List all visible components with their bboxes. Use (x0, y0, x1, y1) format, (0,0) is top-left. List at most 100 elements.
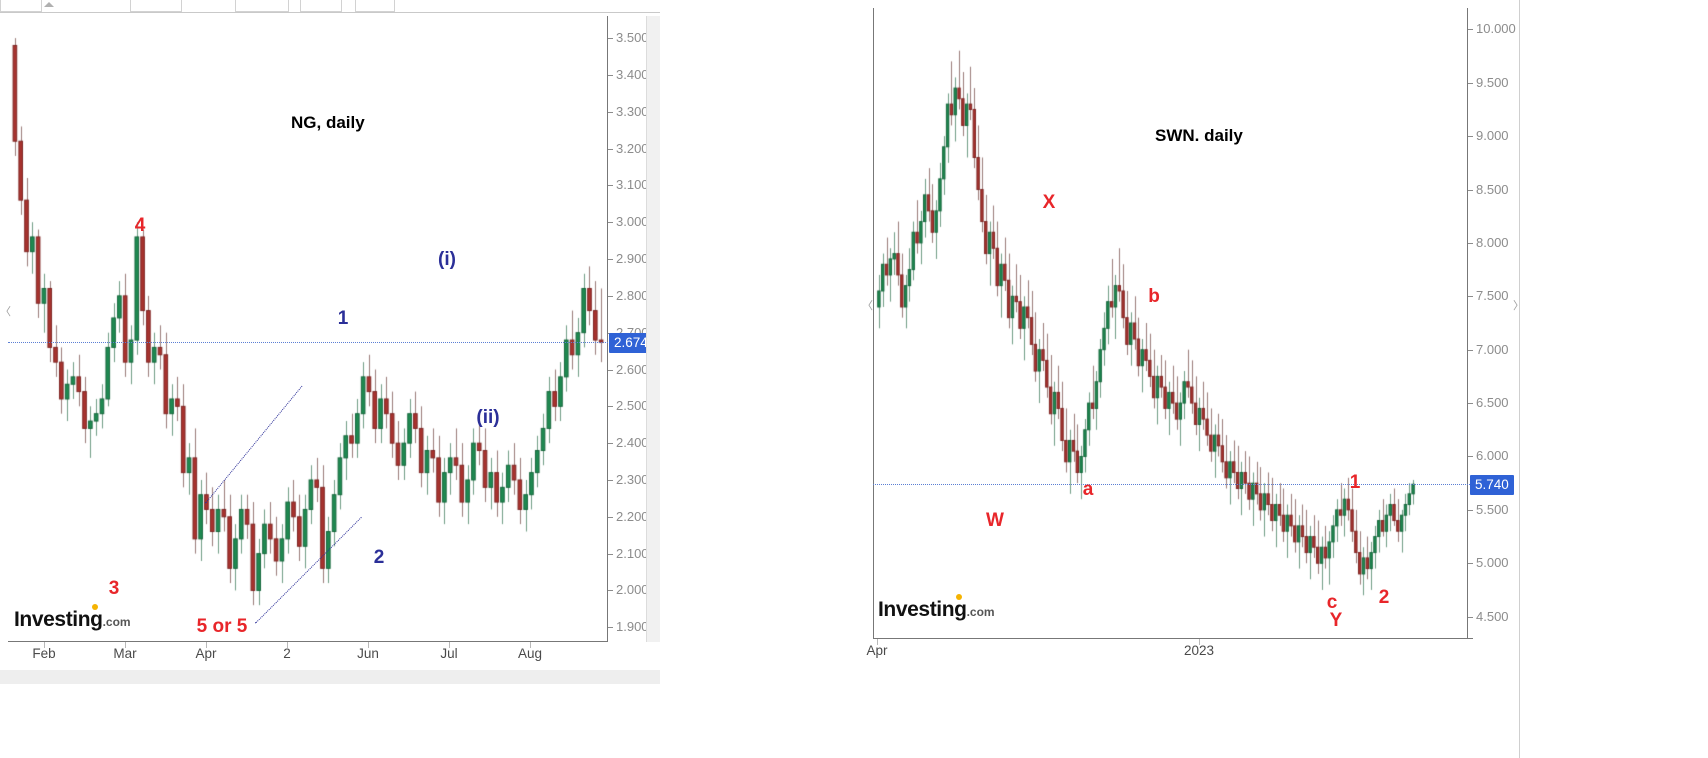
left-vertical-scrollbar[interactable] (646, 16, 660, 642)
date-tick-mark (287, 642, 288, 648)
price-tick-mark (608, 627, 613, 629)
tab-slot-0[interactable] (0, 0, 42, 12)
price-tick-label: 3.500 (616, 30, 649, 46)
price-tick-label: 10.000 (1476, 21, 1516, 37)
tab-slot-3[interactable] (300, 0, 342, 12)
left-price-line (8, 342, 608, 344)
left-xaxis-line (8, 641, 608, 642)
price-tick-label: 2.400 (616, 435, 649, 451)
date-tick-mark (449, 642, 450, 648)
wave-label: b (1148, 286, 1160, 307)
left-last-price-badge: 2.674 (609, 333, 653, 354)
right-price-line (873, 484, 1470, 486)
price-tick-mark (608, 553, 613, 555)
price-tick-label: 9.000 (1476, 128, 1509, 144)
price-tick-mark (608, 406, 613, 408)
price-tick-label: 3.300 (616, 103, 649, 119)
right-plot-area[interactable] (873, 8, 1473, 638)
right-plot-right-border (1467, 8, 1468, 638)
price-tick-mark (608, 443, 613, 445)
price-tick-label: 3.000 (616, 214, 649, 230)
wave-label: c (1326, 592, 1338, 613)
wave-label: 5 or 5 (196, 616, 248, 637)
price-tick-mark (608, 332, 613, 334)
wave-label: a (1082, 479, 1094, 500)
price-tick-mark (1468, 403, 1473, 405)
price-tick-label: 3.100 (616, 177, 649, 193)
price-tick-label: 9.500 (1476, 74, 1509, 90)
price-tick-label: 7.500 (1476, 288, 1509, 304)
left-plot-area[interactable] (8, 16, 608, 642)
right-plot-left-border (873, 8, 874, 638)
date-tick-mark (1199, 639, 1200, 645)
right-pan-left-arrow[interactable]: 〈 (862, 300, 873, 312)
price-tick-mark (1468, 296, 1473, 298)
wave-label: W (986, 510, 1004, 531)
left-horizontal-scrollbar[interactable] (0, 670, 660, 684)
date-tick-mark (530, 642, 531, 648)
right-pan-right-arrow[interactable]: 〉 (1513, 297, 1524, 313)
wave-label: 2 (1378, 587, 1390, 608)
price-tick-label: 2.800 (616, 287, 649, 303)
price-tick-label: 3.400 (616, 66, 649, 82)
right-xaxis-line (873, 638, 1473, 639)
price-tick-label: 2.100 (616, 545, 649, 561)
price-tick-label: 3.200 (616, 140, 649, 156)
price-tick-mark (1468, 136, 1473, 138)
price-tick-label: 6.500 (1476, 395, 1509, 411)
watermark-text: Investing (14, 608, 103, 631)
price-tick-label: 8.500 (1476, 181, 1509, 197)
wave-label: 4 (134, 215, 146, 236)
price-tick-label: 5.500 (1476, 501, 1509, 517)
price-tick-label: 6.000 (1476, 448, 1509, 464)
right-last-price-badge: 5.740 (1470, 475, 1514, 496)
left-tab-strip (0, 0, 660, 13)
left-chart-title: NG, daily (291, 113, 365, 132)
tab-slot-2[interactable] (235, 0, 289, 12)
price-tick-mark (608, 259, 613, 261)
price-tick-mark (1468, 456, 1473, 458)
watermark-suffix: .com (102, 615, 131, 629)
date-tick-label: Apr (195, 646, 217, 661)
date-tick-label: Apr (866, 643, 888, 658)
price-tick-label: 8.000 (1476, 234, 1509, 250)
price-tick-label: 2.300 (616, 471, 649, 487)
wave-label: (i) (438, 249, 456, 270)
date-tick-mark (44, 642, 45, 648)
date-tick-label: 2 (283, 646, 291, 661)
date-tick-label: Mar (113, 646, 137, 661)
tab-slot-1[interactable] (130, 0, 182, 12)
wave-label: 2 (373, 547, 385, 568)
watermark-suffix: .com (966, 605, 995, 619)
date-tick-label: 2023 (1183, 643, 1215, 658)
watermark-dot (956, 594, 962, 600)
price-tick-mark (608, 222, 613, 224)
watermark-text: Investing (878, 598, 967, 621)
date-tick-label: Feb (32, 646, 56, 661)
price-tick-mark (608, 74, 613, 76)
price-tick-mark (608, 295, 613, 297)
wave-label: (ii) (476, 407, 500, 428)
tab-slot-4[interactable] (355, 0, 395, 12)
date-tick-label: Jun (357, 646, 379, 661)
price-tick-label: 7.000 (1476, 341, 1509, 357)
right-chart-panel: Southwestern Energy Company, United Stat… (862, 0, 1524, 758)
price-tick-mark (1468, 82, 1473, 84)
left-watermark: Investing.com (14, 604, 131, 632)
date-tick-mark (368, 642, 369, 648)
left-pan-left-arrow[interactable]: 〈 (0, 306, 11, 318)
right-chart-title: SWN. daily (1155, 126, 1243, 145)
price-tick-mark (608, 479, 613, 481)
price-tick-label: 2.500 (616, 398, 649, 414)
price-tick-label: 4.500 (1476, 608, 1509, 624)
price-tick-mark (608, 369, 613, 371)
price-tick-mark (608, 516, 613, 518)
date-tick-mark (206, 642, 207, 648)
price-tick-label: 2.000 (616, 582, 649, 598)
wave-label: Y (1329, 610, 1343, 631)
price-tick-mark (1468, 509, 1473, 511)
wave-label: 1 (1349, 472, 1361, 493)
price-tick-label: 2.900 (616, 251, 649, 267)
price-tick-mark (1468, 563, 1473, 565)
price-tick-mark (608, 185, 613, 187)
